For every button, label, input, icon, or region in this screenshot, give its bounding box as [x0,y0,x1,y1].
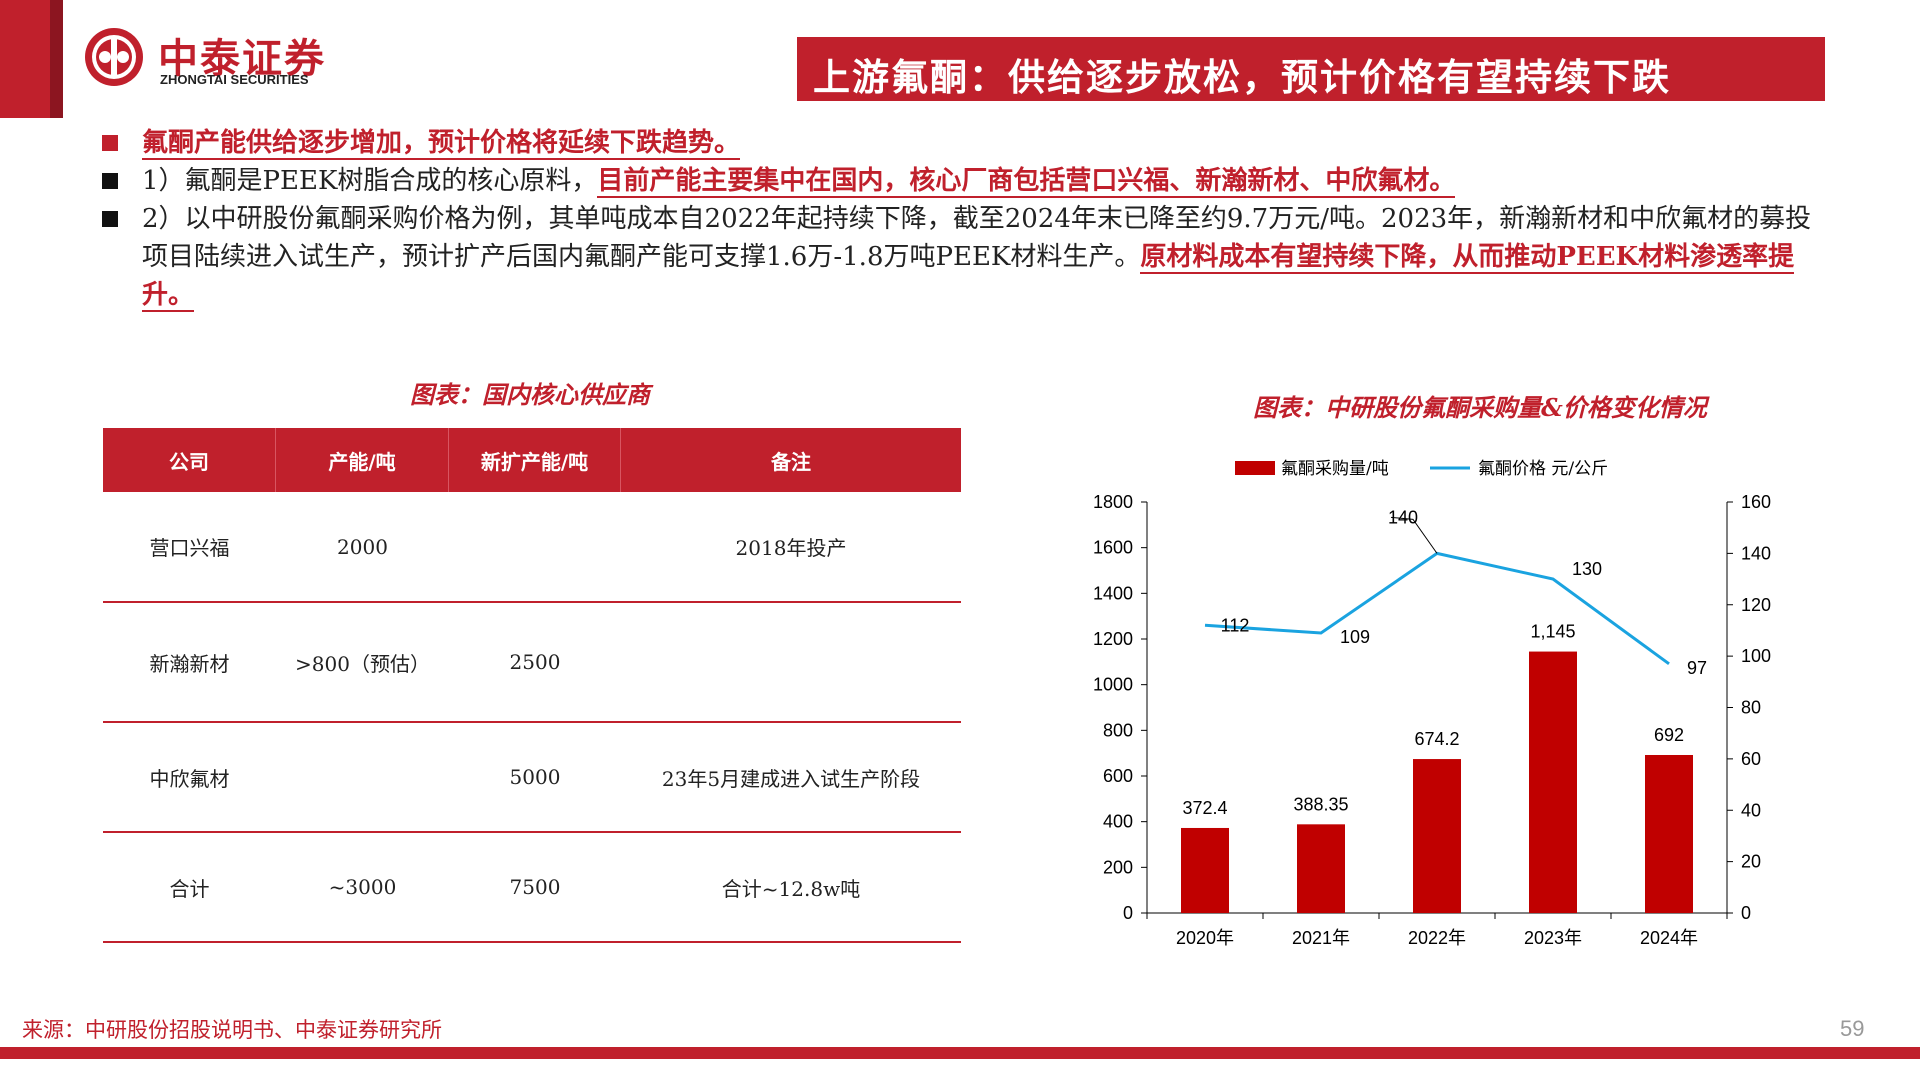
y-right-tick-label: 120 [1741,595,1771,615]
bullet-highlight: 氟酮产能供给逐步增加，预计价格将延续下跌趋势。 [142,128,741,160]
table-caption: 图表：国内核心供应商 [410,380,650,409]
table-cell: 2500 [509,650,561,674]
y-right-tick-label: 100 [1741,646,1771,666]
x-tick-label: 2022年 [1408,928,1466,948]
y-left-tick-label: 1200 [1093,629,1133,649]
table-cell: 合计~12.8w吨 [721,876,861,901]
zhongtai-logo-icon [85,28,143,86]
y-right-tick-label: 140 [1741,543,1771,563]
y-right-tick-label: 0 [1741,903,1751,923]
line-data-label: 140 [1388,507,1418,527]
footer-bar [0,1047,1920,1059]
left-accent-strip-dark [50,0,63,118]
bar [1413,759,1461,913]
y-right-tick-label: 40 [1741,800,1761,820]
page-title: 上游氟酮：供给逐步放松，预计价格有望持续下跌 [813,55,1671,99]
bullet-item: 2）以中研股份氟酮采购价格为例，其单吨成本自2022年起持续下降，截至2024年… [100,200,1820,314]
table-row: 合计 ~3000 7500 合计~12.8w吨 [103,833,961,943]
x-tick-label: 2020年 [1176,928,1234,948]
bullet-text: 2）以中研股份氟酮采购价格为例，其单吨成本自2022年起持续下降，截至2024年… [142,204,1812,272]
table-cell: 2018年投产 [735,536,847,560]
bullet-item: 1）氟酮是PEEK树脂合成的核心原料，目前产能主要集中在国内，核心厂商包括营口兴… [100,162,1820,200]
y-left-tick-label: 1400 [1093,583,1133,603]
title-bar: 上游氟酮：供给逐步放松，预计价格有望持续下跌 [797,37,1825,101]
logo-text-en: ZHONGTAI SECURITIES [160,72,309,87]
table-header-cell: 备注 [771,449,811,474]
y-left-tick-label: 1800 [1093,492,1133,512]
table-cell: ~3000 [328,875,397,899]
bar-data-label: 388.35 [1293,794,1348,814]
table-header-cell: 新扩产能/吨 [449,428,621,492]
y-right-tick-label: 60 [1741,749,1761,769]
bullet-square-icon [102,135,118,151]
bullet-list: 氟酮产能供给逐步增加，预计价格将延续下跌趋势。 1）氟酮是PEEK树脂合成的核心… [100,124,1820,314]
table-cell: 5000 [509,765,561,789]
y-right-tick-label: 160 [1741,492,1771,512]
line-data-label: 97 [1687,658,1707,678]
legend-bar-swatch [1235,461,1275,475]
line-data-label: 109 [1340,627,1370,647]
legend-label: 氟酮价格 元/公斤 [1478,459,1608,479]
table-header-cell: 产能/吨 [276,428,449,492]
table-header-row: 公司 产能/吨 新扩产能/吨 备注 [103,428,961,492]
y-left-tick-label: 1000 [1093,675,1133,695]
company-logo: 中泰证券 ZHONGTAI SECURITIES [83,20,343,96]
table-cell: >800（预估） [295,651,430,676]
bar [1297,824,1345,913]
bullet-text: 1）氟酮是PEEK树脂合成的核心原料， [142,166,598,196]
chart-caption: 图表：中研股份氟酮采购量&价格变化情况 [1253,393,1707,422]
x-tick-label: 2023年 [1524,928,1582,948]
y-right-tick-label: 80 [1741,698,1761,718]
table-cell: 合计 [169,876,210,901]
page-number: 59 [1840,1016,1865,1041]
y-left-tick-label: 400 [1103,812,1133,832]
y-right-tick-label: 20 [1741,852,1761,872]
table-cell: 7500 [509,875,561,899]
label-leader-line [1390,516,1438,554]
table-row: 中欣氟材 5000 23年5月建成进入试生产阶段 [103,723,961,833]
table-cell: 新瀚新材 [149,651,230,676]
bar-data-label: 372.4 [1182,798,1227,818]
source-note: 来源：中研股份招股说明书、中泰证券研究所 [22,1018,442,1042]
bar-data-label: 1,145 [1530,622,1575,642]
bar [1645,754,1693,913]
bar-data-label: 692 [1654,725,1684,745]
bullet-highlight: 原材料成本有望持续下降，从而推动PEEK材料渗透率提升。 [142,242,1795,312]
combo-chart: 0 200 400 600 800 1000 1200 1400 1600 1800 0 20 40 60… [1093,459,1771,948]
bullet-square-icon [102,173,118,189]
bar [1529,651,1577,913]
table-cell: 23年5月建成进入试生产阶段 [661,766,921,791]
x-tick-label: 2024年 [1640,928,1698,948]
logo-text-cn: 中泰证券 [158,36,326,82]
y-left-tick-label: 200 [1103,857,1133,877]
y-left-tick-label: 600 [1103,766,1133,786]
y-left-tick-label: 800 [1103,720,1133,740]
x-tick-label: 2021年 [1292,928,1350,948]
y-left-tick-label: 1600 [1093,538,1133,558]
legend-label: 氟酮采购量/吨 [1281,459,1389,479]
table-row: 新瀚新材 >800（预估） 2500 [103,603,961,723]
table-cell: 2000 [337,534,388,559]
table-cell: 中欣氟材 [149,766,230,791]
table-cell: 营口兴福 [149,536,230,560]
y-left-tick-label: 0 [1123,903,1133,923]
supplier-table: 公司 产能/吨 新扩产能/吨 备注 营口兴福 2000 2018年投产 新瀚新材… [103,428,961,943]
bullet-highlight: 目前产能主要集中在国内，核心厂商包括营口兴福、新瀚新材、中欣氟材。 [597,166,1456,198]
bullet-item: 氟酮产能供给逐步增加，预计价格将延续下跌趋势。 [100,124,1820,162]
table-header-cell: 公司 [103,428,276,492]
bar [1181,827,1229,913]
bar-data-label: 674.2 [1414,729,1459,749]
line-data-label: 130 [1572,559,1602,579]
bullet-square-icon [102,211,118,227]
table-row: 营口兴福 2000 2018年投产 [103,492,961,603]
line-data-label: 112 [1221,615,1250,635]
